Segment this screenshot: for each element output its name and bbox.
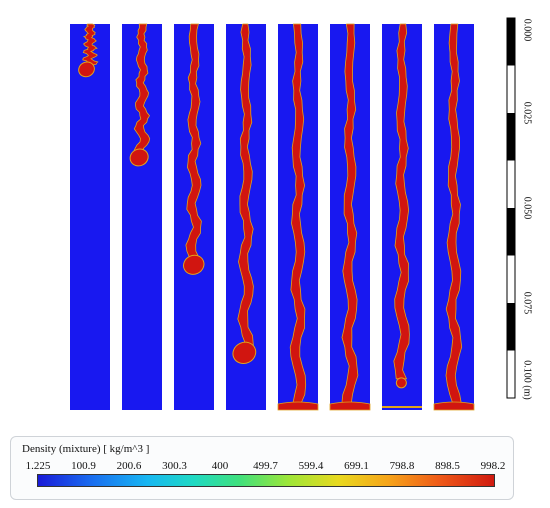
simulation-panel-6 xyxy=(329,23,371,411)
ruler-label: 0.050 xyxy=(521,196,533,220)
ruler-label: 0.100 (m) xyxy=(521,360,533,400)
colorbar-tick-label: 100.9 xyxy=(71,460,96,472)
ruler-segment xyxy=(507,113,515,161)
liquid-film xyxy=(382,406,422,408)
colorbar-tick-label: 998.2 xyxy=(480,460,506,472)
simulation-panels xyxy=(70,23,475,411)
ruler-segment xyxy=(507,18,515,66)
legend-title: Density (mixture) [ kg/m^3 ] xyxy=(22,443,150,455)
legend-panel xyxy=(10,436,514,500)
density-colorbar xyxy=(37,474,495,487)
liquid-drop xyxy=(129,148,149,167)
liquid-pool xyxy=(329,401,371,411)
ruler-label: 0.025 xyxy=(521,101,533,125)
colorbar-tick-label: 1.225 xyxy=(25,460,51,472)
colorbar-tick-label: 400 xyxy=(211,460,229,472)
ruler-segment xyxy=(507,208,515,256)
liquid-drop xyxy=(232,341,257,365)
panel-domain xyxy=(70,24,110,410)
colorbar-tick-label: 798.8 xyxy=(389,460,415,472)
colorbar-tick-label: 499.7 xyxy=(253,460,278,472)
simulation-panel-8 xyxy=(433,23,475,411)
scale-ruler xyxy=(506,17,516,399)
ruler-label: 0.075 xyxy=(521,291,533,315)
simulation-panel-7 xyxy=(382,23,422,410)
simulation-panel-2 xyxy=(122,23,162,410)
ruler-segment xyxy=(507,303,515,351)
colorbar-tick-label: 200.6 xyxy=(116,460,142,472)
simulation-panel-4 xyxy=(226,23,266,410)
liquid-drop xyxy=(183,254,205,275)
liquid-drop xyxy=(78,61,95,78)
simulation-panel-1 xyxy=(70,23,110,410)
simulation-panel-5 xyxy=(277,23,319,411)
liquid-pool xyxy=(277,401,319,411)
colorbar-tick-label: 898.5 xyxy=(435,460,460,472)
liquid-droplet xyxy=(395,377,407,389)
liquid-pool xyxy=(433,401,475,411)
colorbar-tick-label: 599.4 xyxy=(298,460,324,472)
colorbar-tick-label: 699.1 xyxy=(344,460,369,472)
ruler-label: 0.000 xyxy=(521,18,533,42)
simulation-panel-3 xyxy=(174,23,214,410)
colorbar-tick-label: 300.3 xyxy=(162,460,187,472)
